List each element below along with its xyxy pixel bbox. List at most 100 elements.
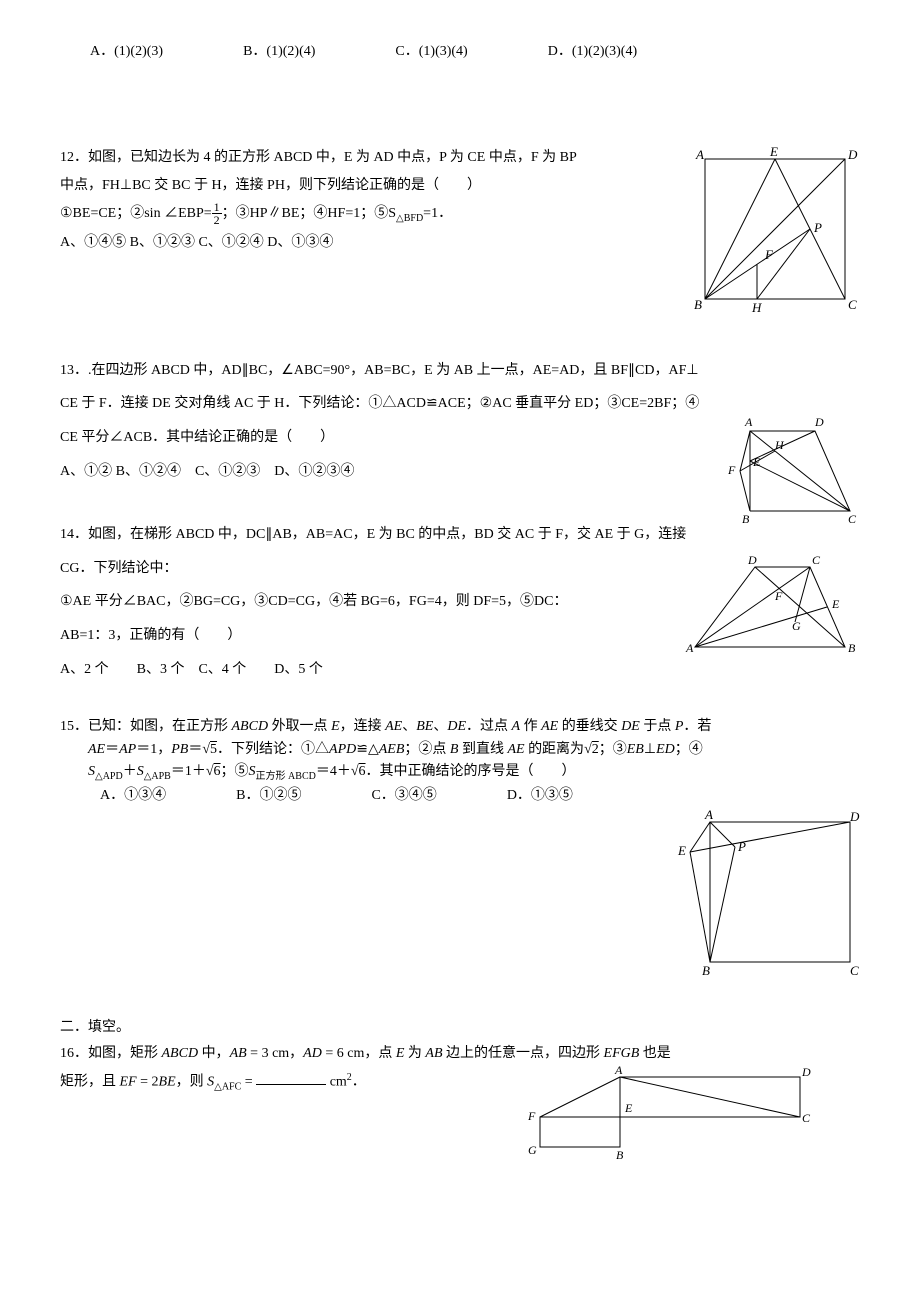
t: cm [326,1074,347,1089]
q13-line2: CE 于 F．连接 DE 交对角线 AC 于 H．下列结论：①△ACD≌ACE；… [60,396,699,411]
l-A: A [614,1063,623,1077]
opt-b: B．(1)(2)(4) [243,40,315,64]
q-prev-options: A．(1)(2)(3) B．(1)(2)(4) C．(1)(3)(4) D．(1… [60,40,860,64]
lbl-A: A [695,147,704,162]
l-E: E [677,843,686,858]
q12-end: =1． [423,206,452,221]
q12-sub: △BFD [396,213,423,224]
l-E: E [624,1101,633,1115]
question-12: A E D B H C P F 12．如图，已知边长为 4 的正方形 ABCD … [60,144,860,324]
t: DE [447,719,466,734]
t: 到直线 [458,742,507,757]
t: ＝1＋ [171,764,206,779]
t: 、 [402,719,416,734]
t: = 6 cm，点 [322,1046,396,1061]
t: ABCD [162,1046,199,1061]
frac-half: 12 [212,201,222,226]
question-15: 15．已知：如图，在正方形 ABCD 外取一点 E，连接 AE、BE、DE．过点… [60,716,860,986]
t: ⊥ [644,742,656,757]
t: ＝4＋ [316,764,351,779]
section-2-title: 二．填空。 [60,1016,860,1040]
t: AB [230,1046,247,1061]
t: 为 [404,1046,425,1061]
t: ；③ [599,742,627,757]
t: 正方形 ABCD [256,771,316,782]
q14-num: 14． [60,527,88,542]
t: △AFC [214,1081,241,1092]
t: PB [171,742,188,757]
t: S [88,764,95,779]
t: ，则 [176,1074,208,1089]
l-B: B [702,963,710,977]
q14-line3: ①AE 平分∠BAC，②BG=CG，③CD=CG，④若 BG=6，FG=4，则 … [60,594,567,609]
opt-a: A．①③④ [100,785,166,807]
t: E [331,719,340,734]
t: EF [120,1074,137,1089]
opt-d: D．①③⑤ [507,785,573,807]
question-13: 13．.在四边形 ABCD 中，AD∥BC，∠ABC=90°，AB=BC，E 为… [60,354,860,488]
l-G: G [792,619,801,633]
l-C: C [812,553,821,567]
t: APD [329,742,356,757]
q12-line2: 中点，FH⊥BC 交 BC 于 H，连接 PH，则下列结论正确的是（ ） [60,178,481,193]
l-H: H [774,438,785,452]
t: 的垂线交 [558,719,621,734]
t: 于点 [640,719,675,734]
t: ；⑤ [221,764,249,779]
q13-opts: A、①② B、①②④ C、①②③ D、①②③④ [60,464,354,479]
q15-figure: A D B C E P [60,807,860,986]
t: AE [385,719,402,734]
t: ABCD [232,719,269,734]
q15-num: 15． [60,719,88,734]
q13-line1: .在四边形 ABCD 中，AD∥BC，∠ABC=90°，AB=BC，E 为 AB… [88,363,699,378]
q12-figure: A E D B H C P F [690,144,860,324]
t: AEB [379,742,405,757]
l-D: D [801,1065,811,1079]
t: EFGB [604,1046,640,1061]
l-G: G [528,1143,537,1157]
t: AP [119,742,136,757]
q16-figure: A D F E G B C [500,1062,820,1162]
t: AE [541,719,558,734]
lbl-F: F [764,247,774,262]
lbl-C: C [848,297,857,312]
opt-b: B．①②⑤ [236,785,301,807]
t: AE [88,742,105,757]
t: S [249,764,256,779]
t: ；②点 [404,742,450,757]
t: 边上的任意一点，四边形 [443,1046,604,1061]
t: ＝ [188,742,202,757]
q12-line1: 如图，已知边长为 4 的正方形 ABCD 中，E 为 AD 中点，P 为 CE … [88,150,577,165]
t: ＝ [105,742,119,757]
t: 6 [359,764,366,779]
lbl-E: E [769,144,778,159]
t: AE [507,742,524,757]
l-C: C [850,963,859,977]
q13-line3: CE 平分∠ACB．其中结论正确的是（ ） [60,430,334,445]
t: ED [656,742,675,757]
opt-c: C．③④⑤ [371,785,436,807]
q16-num: 16． [60,1046,88,1061]
fill-blank[interactable] [256,1070,326,1085]
q12-stmts-pre: ①BE=CE；②sin ∠EBP= [60,206,212,221]
opt-a: A．(1)(2)(3) [90,40,163,64]
q14-line2: CG．下列结论中： [60,561,177,576]
t: △APD [95,771,123,782]
l-F: F [527,1109,536,1123]
t: ．过点 [466,719,512,734]
l-F: F [774,589,783,603]
q12-opts: A、①④⑤ B、①②③ C、①②④ D、①③④ [60,235,333,250]
lbl-P: P [813,220,822,235]
t: ＋ [123,764,137,779]
l-D: D [747,553,757,567]
t: 如图，矩形 [88,1046,162,1061]
t: ；④ [675,742,703,757]
t: 矩形，且 [60,1074,120,1089]
t: BE [416,719,433,734]
l-E: E [752,455,761,469]
opt-c: C．(1)(3)(4) [395,40,467,64]
t: ．若 [683,719,711,734]
q14-figure: A B C D E F G [680,552,860,662]
l-F: F [727,463,736,477]
t: BE [159,1074,176,1089]
